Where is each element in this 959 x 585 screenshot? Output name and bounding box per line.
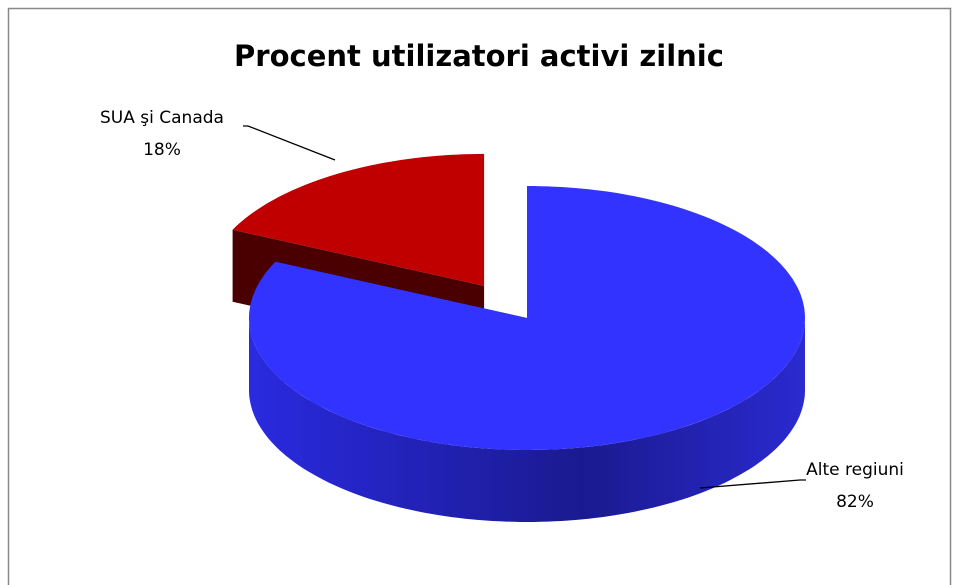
- value-label: 82%: [836, 492, 874, 512]
- chart-title: Procent utilizatori activi zilnic: [234, 39, 724, 73]
- leader-line: [243, 125, 336, 161]
- category-label: Alte regiuni: [806, 460, 904, 480]
- leader-line: [699, 479, 806, 489]
- value-label: 18%: [143, 140, 181, 160]
- slice: [249, 186, 805, 450]
- slice: [232, 153, 485, 286]
- slice-side: [249, 318, 805, 522]
- category-label: SUA şi Canada: [100, 108, 224, 128]
